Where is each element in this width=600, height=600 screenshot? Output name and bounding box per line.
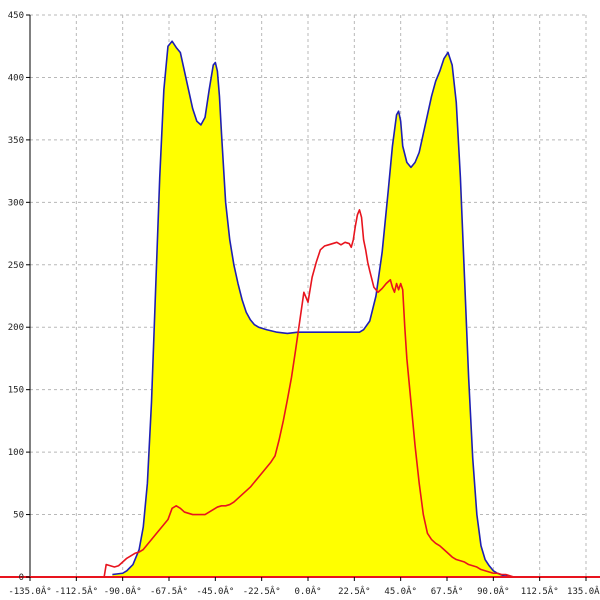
y-tick-label: 150 xyxy=(8,386,24,396)
y-tick-label: 50 xyxy=(13,511,24,521)
y-tick-label: 200 xyxy=(8,323,24,333)
y-tick-label: 450 xyxy=(8,11,24,21)
x-tick-label: -135.0Â° xyxy=(8,585,51,597)
x-tick-label: -22.5Â° xyxy=(243,585,281,597)
y-tick-label: 300 xyxy=(8,198,24,208)
y-tick-label: 0 xyxy=(19,573,24,583)
x-tick-label: 112.5Â° xyxy=(521,585,559,597)
y-tick-label: 250 xyxy=(8,261,24,271)
axis-layer xyxy=(0,14,600,581)
x-tick-label: 135.0Â° xyxy=(567,585,600,597)
tick-label-layer: -135.0Â° -112.5Â° -90.0Â° -67.5Â° -45.0Â° -22… xyxy=(8,11,600,597)
y-tick-label: 400 xyxy=(8,73,24,83)
x-tick-label: 22.5Â° xyxy=(338,585,371,597)
x-tick-label: -90.0Â° xyxy=(104,585,142,597)
x-tick-label: -67.5Â° xyxy=(150,585,188,597)
x-tick-label: 0.0Â° xyxy=(294,585,321,597)
x-tick-label: -45.0Â° xyxy=(196,585,234,597)
line-layer xyxy=(103,40,519,578)
x-tick-label: 90.0Â° xyxy=(477,585,510,597)
y-tick-label: 350 xyxy=(8,136,24,146)
x-tick-label: 45.0Â° xyxy=(384,585,417,597)
series-2-line xyxy=(103,209,519,578)
series-1-area xyxy=(112,41,514,578)
area-layer xyxy=(112,41,514,578)
y-tick-label: 100 xyxy=(8,448,24,458)
series-1-line xyxy=(112,40,515,578)
x-tick-label: -112.5Â° xyxy=(55,585,98,597)
x-tick-label: 67.5Â° xyxy=(431,585,464,597)
